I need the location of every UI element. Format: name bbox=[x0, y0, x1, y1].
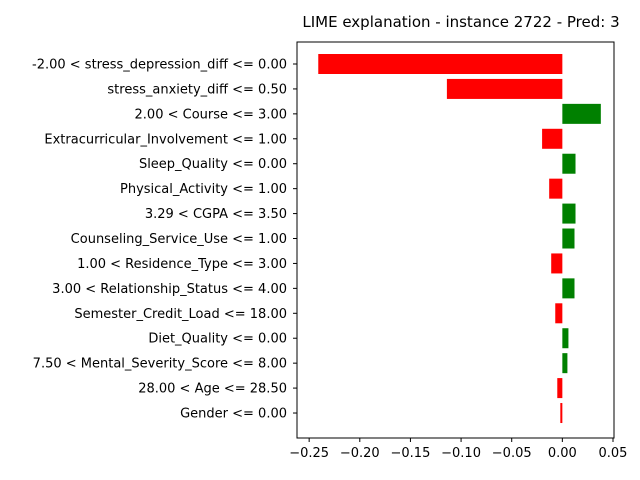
x-tick-label-1: −0.20 bbox=[340, 446, 380, 461]
category-label-13: 28.00 < Age <= 28.50 bbox=[138, 382, 287, 397]
category-label-7: Counseling_Service_Use <= 1.00 bbox=[71, 232, 287, 247]
category-label-14: Gender <= 0.00 bbox=[180, 407, 287, 422]
category-label-1: stress_anxiety_diff <= 0.50 bbox=[107, 82, 287, 97]
category-label-0: -2.00 < stress_depression_diff <= 0.00 bbox=[32, 58, 287, 73]
bar-5 bbox=[549, 178, 563, 199]
plot-frame bbox=[296, 41, 615, 439]
category-label-6: 3.29 < CGPA <= 3.50 bbox=[145, 207, 287, 222]
bar-13 bbox=[557, 378, 563, 399]
x-tick-label-2: −0.15 bbox=[391, 446, 431, 461]
category-label-2: 2.00 < Course <= 3.00 bbox=[135, 107, 287, 122]
category-label-11: Diet_Quality <= 0.00 bbox=[148, 332, 287, 347]
category-label-4: Sleep_Quality <= 0.00 bbox=[139, 157, 287, 172]
x-tick-label-6: 0.05 bbox=[599, 446, 628, 461]
category-label-9: 3.00 < Relationship_Status <= 4.00 bbox=[52, 282, 287, 297]
bar-9 bbox=[562, 278, 575, 299]
bar-7 bbox=[562, 228, 575, 249]
bar-1 bbox=[446, 78, 563, 99]
x-tick-label-3: −0.10 bbox=[441, 446, 481, 461]
bar-11 bbox=[562, 328, 569, 349]
bar-3 bbox=[542, 128, 563, 149]
x-tick-label-4: −0.05 bbox=[492, 446, 532, 461]
bar-10 bbox=[555, 303, 563, 324]
chart-title: LIME explanation - instance 2722 - Pred:… bbox=[302, 13, 619, 31]
bar-12 bbox=[562, 353, 568, 374]
bar-6 bbox=[562, 203, 576, 224]
bar-0 bbox=[318, 54, 563, 74]
bars-group bbox=[318, 54, 601, 424]
category-label-8: 1.00 < Residence_Type <= 3.00 bbox=[77, 257, 287, 272]
x-tick-label-5: 0.00 bbox=[548, 446, 577, 461]
bar-2 bbox=[562, 103, 601, 124]
category-labels-group: -2.00 < stress_depression_diff <= 0.00 st… bbox=[32, 58, 297, 422]
category-label-3: Extracurricular_Involvement <= 1.00 bbox=[44, 132, 287, 147]
category-label-12: 7.50 < Mental_Severity_Score <= 8.00 bbox=[33, 357, 287, 372]
bar-8 bbox=[551, 253, 563, 274]
x-tick-label-0: −0.25 bbox=[289, 446, 329, 461]
category-label-10: Semester_Credit_Load <= 18.00 bbox=[74, 307, 287, 322]
bar-4 bbox=[562, 153, 576, 174]
x-ticks-group: −0.25 −0.20 −0.15 −0.10 −0.05 0.00 0.05 bbox=[289, 438, 627, 461]
bar-14 bbox=[560, 403, 563, 424]
category-label-5: Physical_Activity <= 1.00 bbox=[120, 182, 287, 197]
